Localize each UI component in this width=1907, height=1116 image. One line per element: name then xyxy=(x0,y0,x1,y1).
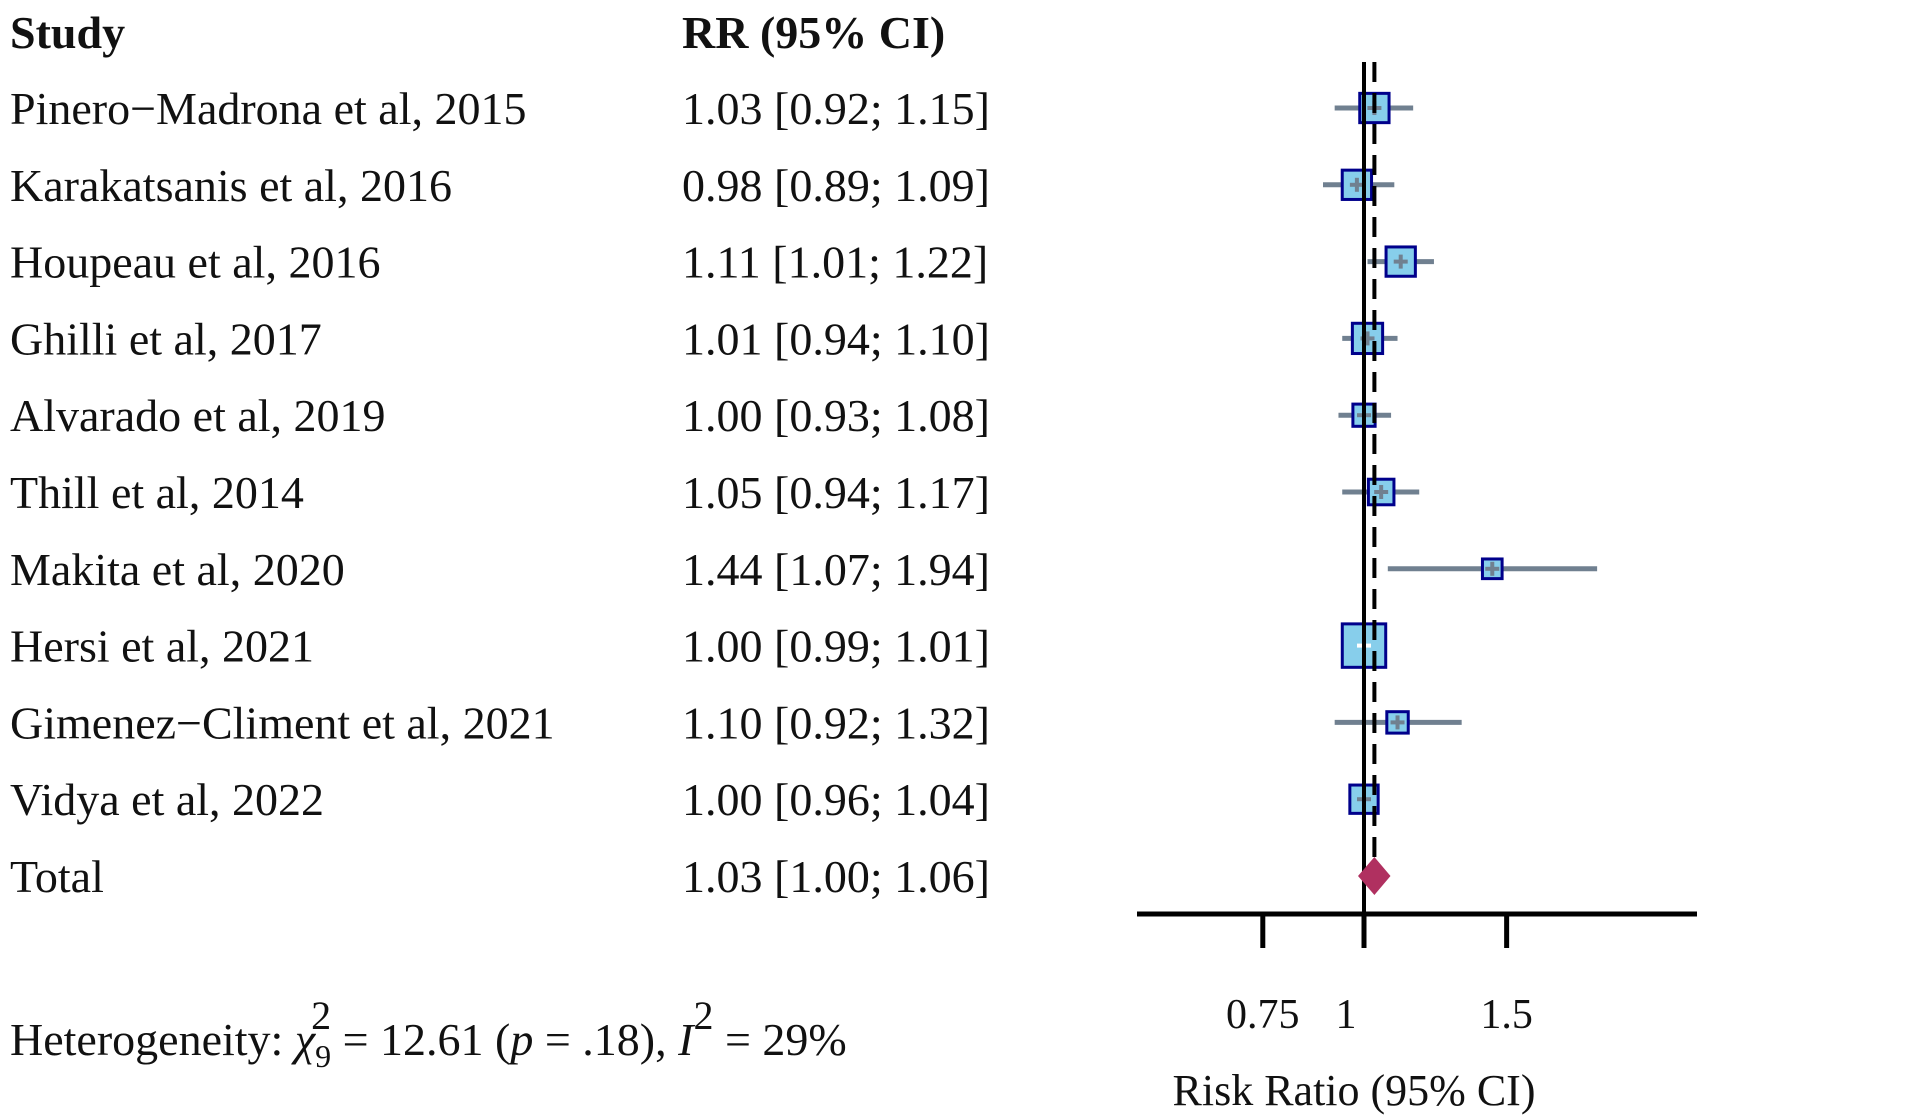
study-estimate: 1.11 [1.01; 1.22] xyxy=(682,237,988,288)
p-value: = .18), xyxy=(533,1014,678,1065)
study-label: Karakatsanis et al, 2016 xyxy=(10,160,452,211)
study-label: Thill et al, 2014 xyxy=(10,467,304,518)
study-row: Karakatsanis et al, 2016 0.98 [0.89; 1.09… xyxy=(10,160,1395,211)
study-row: Ghilli et al, 2017 1.01 [0.94; 1.10] xyxy=(10,313,1398,364)
x-tick-label: 0.75 xyxy=(1226,992,1300,1038)
pooled-estimate-diamond xyxy=(1358,857,1391,895)
study-estimate: 1.00 [0.99; 1.01] xyxy=(682,621,990,672)
study-label: Ghilli et al, 2017 xyxy=(10,313,322,364)
study-label: Gimenez−Climent et al, 2021 xyxy=(10,697,555,748)
study-estimate: 1.10 [0.92; 1.32] xyxy=(682,697,990,748)
study-label: Houpeau et al, 2016 xyxy=(10,237,380,288)
study-estimate: 0.98 [0.89; 1.09] xyxy=(682,160,990,211)
i-letter: I xyxy=(677,1014,696,1065)
study-row: Gimenez−Climent et al, 2021 1.10 [0.92; 1… xyxy=(10,697,1462,748)
total-estimate: 1.03 [1.00; 1.06] xyxy=(682,851,990,902)
i-superscript: 2 xyxy=(693,993,713,1038)
estimate-column-header: RR (95% CI) xyxy=(682,7,945,58)
x-axis-title: Risk Ratio (95% CI) xyxy=(1173,1066,1536,1115)
x-axis-ticks: 0.75 1 1.5 xyxy=(1226,914,1533,1038)
chi-value: = 12.61 ( xyxy=(331,1014,510,1065)
point-estimate-square xyxy=(1384,245,1417,278)
study-rows: Pinero−Madrona et al, 2015 1.03 [0.92; 1.… xyxy=(10,83,1598,825)
study-label: Pinero−Madrona et al, 2015 xyxy=(10,83,527,134)
i-value: = 29% xyxy=(713,1014,846,1065)
study-estimate: 1.03 [0.92; 1.15] xyxy=(682,83,990,134)
p-letter: p xyxy=(507,1014,533,1065)
study-column-header: Study xyxy=(10,7,125,58)
study-row: Makita et al, 2020 1.44 [1.07; 1.94] xyxy=(10,544,1598,595)
chi-symbol: χ xyxy=(291,1014,317,1065)
study-estimate: 1.05 [0.94; 1.17] xyxy=(682,467,990,518)
study-row: Thill et al, 2014 1.05 [0.94; 1.17] xyxy=(10,467,1420,518)
heterogeneity-prefix: Heterogeneity: xyxy=(10,1014,295,1065)
total-label: Total xyxy=(10,851,104,902)
x-tick-label: 1 xyxy=(1336,992,1357,1038)
study-estimate: 1.01 [0.94; 1.10] xyxy=(682,313,990,364)
degrees-of-freedom: 9 xyxy=(315,1038,331,1074)
study-label: Makita et al, 2020 xyxy=(10,544,345,595)
study-estimate: 1.00 [0.96; 1.04] xyxy=(682,774,990,825)
study-estimate: 1.44 [1.07; 1.94] xyxy=(682,544,990,595)
chi-superscript: 2 xyxy=(311,993,331,1038)
study-estimate: 1.00 [0.93; 1.08] xyxy=(682,390,990,441)
study-row: Alvarado et al, 2019 1.00 [0.93; 1.08] xyxy=(10,390,1392,441)
x-tick-label: 1.5 xyxy=(1480,992,1533,1038)
study-label: Hersi et al, 2021 xyxy=(10,621,314,672)
study-row: Houpeau et al, 2016 1.11 [1.01; 1.22] xyxy=(10,237,1434,288)
study-row: Pinero−Madrona et al, 2015 1.03 [0.92; 1.… xyxy=(10,83,1414,134)
study-row: Vidya et al, 2022 1.00 [0.96; 1.04] xyxy=(10,774,1380,825)
study-label: Vidya et al, 2022 xyxy=(10,774,324,825)
study-row: Hersi et al, 2021 1.00 [0.99; 1.01] xyxy=(10,621,1388,672)
study-label: Alvarado et al, 2019 xyxy=(10,390,386,441)
heterogeneity-statistic: Heterogeneity: χ92 = 12.61 (p = .18), I2… xyxy=(10,993,847,1074)
